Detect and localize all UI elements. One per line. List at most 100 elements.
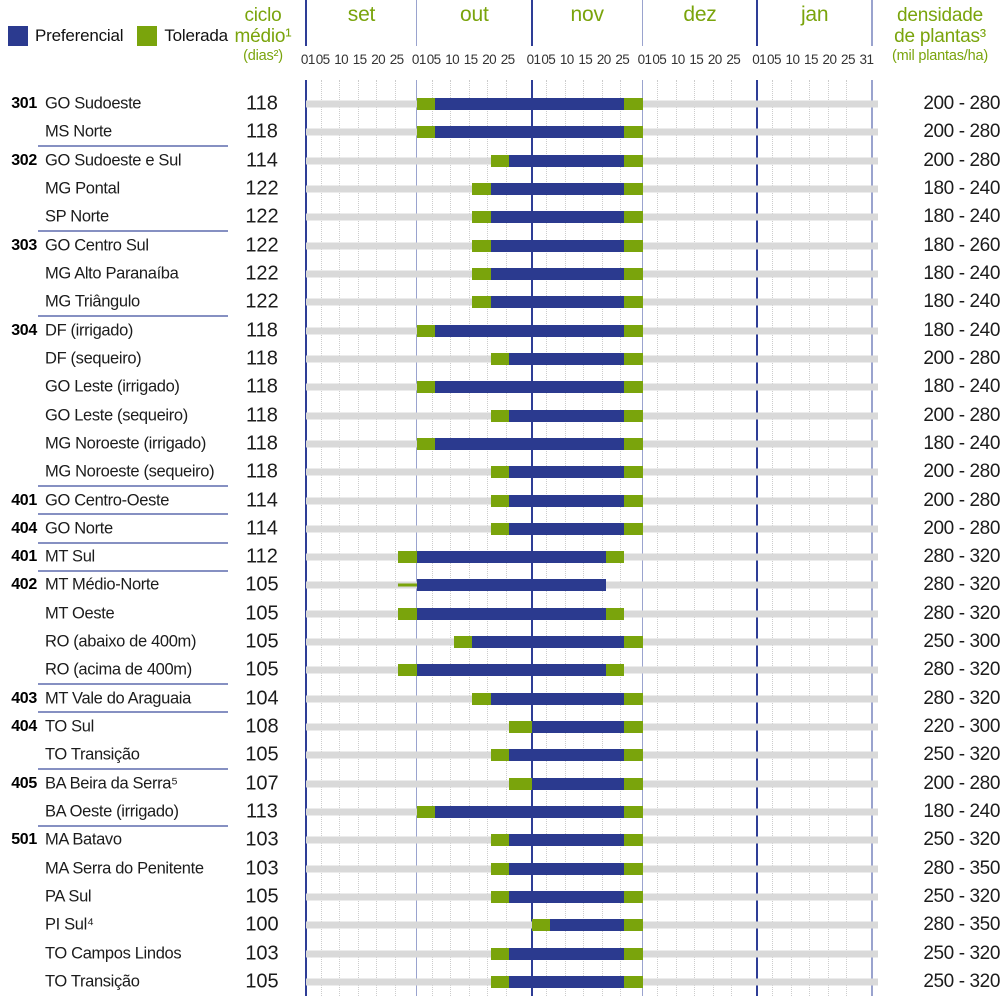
- planting-window-cell: [306, 600, 878, 628]
- densidade-value: 180 - 240: [923, 291, 1000, 313]
- table-row: MS Norte 118 200 - 280: [0, 118, 1000, 146]
- preferencial-segment: [531, 777, 625, 790]
- table-row: MG Triângulo 122 180 - 240: [0, 288, 1000, 316]
- day-gridline: [731, 80, 733, 996]
- tolerada-start-segment: [416, 126, 436, 139]
- planting-window-cell: [306, 345, 878, 373]
- planting-window-cell: [306, 430, 878, 458]
- tolerada-end-segment: [624, 211, 643, 224]
- preferencial-segment: [416, 551, 606, 564]
- table-row: MG Noroeste (irrigado) 118 180 - 240: [0, 430, 1000, 458]
- preferencial-segment: [550, 919, 625, 932]
- tolerada-start-segment: [472, 183, 491, 196]
- densidade-value: 250 - 320: [923, 942, 1000, 964]
- preferencial-segment: [531, 721, 625, 734]
- table-row: 404 TO Sul 108 220 - 300: [0, 713, 1000, 741]
- preferencial-segment: [509, 975, 625, 988]
- tolerada-start-segment: [490, 494, 510, 507]
- planting-window-cell: [306, 232, 878, 260]
- region-code: 404: [11, 519, 37, 537]
- ciclo-medio-value: 100: [245, 913, 279, 936]
- planting-window-cell: [306, 713, 878, 741]
- tolerada-start-segment: [416, 98, 436, 111]
- preferencial-segment: [509, 154, 625, 167]
- ciclo-medio-value: 114: [246, 149, 278, 172]
- table-row: 405 BA Beira da Serra⁵ 107 200 - 280: [0, 770, 1000, 798]
- day-tick-label: 15: [578, 52, 593, 67]
- region-name: BA Oeste (irrigado): [45, 802, 179, 821]
- ciclo-medio-value: 118: [246, 120, 278, 143]
- tolerada-start-segment: [416, 805, 436, 818]
- tolerada-start-segment: [490, 154, 510, 167]
- month-label-nov: nov: [570, 3, 604, 26]
- region-name: MG Noroeste (sequeiro): [45, 462, 215, 481]
- preferencial-segment: [490, 211, 625, 224]
- ciclo-medio-value: 104: [245, 687, 279, 710]
- tolerada-swatch-icon: [137, 26, 158, 46]
- region-name: MT Oeste: [45, 604, 115, 623]
- densidade-value: 200 - 280: [923, 489, 1000, 511]
- preferencial-segment: [435, 126, 625, 139]
- ciclo-medio-value: 122: [245, 262, 279, 285]
- planting-window-cell: [306, 854, 878, 882]
- day-gridline: [320, 80, 322, 996]
- region-name: MA Batavo: [45, 830, 122, 849]
- table-row: PA Sul 105 250 - 320: [0, 883, 1000, 911]
- planting-window-cell: [306, 770, 878, 798]
- preferencial-segment: [435, 437, 625, 450]
- month-boundary-line: [530, 80, 533, 996]
- tolerada-end-segment: [624, 805, 643, 818]
- preferencial-segment: [490, 296, 625, 309]
- densidade-value: 280 - 320: [923, 687, 1000, 709]
- tolerada-start-segment: [472, 211, 491, 224]
- densidade-value: 200 - 280: [923, 121, 1000, 143]
- ciclo-medio-value: 105: [245, 885, 279, 908]
- tolerada-start-segment: [490, 947, 510, 960]
- planting-window-cell: [306, 118, 878, 146]
- day-tick-label: 25: [389, 52, 404, 67]
- tolerada-start-segment: [531, 919, 551, 932]
- day-tick-label: 10: [559, 52, 574, 67]
- table-row: 401 MT Sul 112 280 - 320: [0, 543, 1000, 571]
- densidade-value: 200 - 280: [923, 772, 1000, 794]
- group-separator-line: [38, 513, 228, 516]
- densidade-value: 250 - 320: [923, 885, 1000, 907]
- planting-window-cell: [306, 288, 878, 316]
- densidade-value: 250 - 300: [923, 631, 1000, 653]
- ciclo-medio-value: 105: [245, 630, 279, 653]
- month-boundary-line: [305, 80, 307, 996]
- day-axis: 01 05 10 15 20 25 01 05 10 15 20 25 01 05 10 15 20 25 01 05…: [301, 52, 874, 69]
- planting-window-cell: [306, 741, 878, 769]
- region-code: 402: [11, 576, 37, 594]
- tolerada-start-segment: [490, 466, 510, 479]
- tolerada-end-segment: [624, 692, 643, 705]
- planting-window-cell: [306, 968, 878, 996]
- region-name: GO Centro-Oeste: [45, 491, 170, 510]
- densidade-value: 180 - 240: [923, 432, 1000, 454]
- region-code: 303: [11, 236, 37, 254]
- region-code: 401: [11, 491, 37, 509]
- densidade-value: 200 - 280: [923, 517, 1000, 539]
- region-name: MS Norte: [45, 122, 112, 141]
- region-name: MT Médio-Norte: [45, 575, 159, 594]
- table-row: RO (acima de 400m) 105 280 - 320: [0, 656, 1000, 684]
- planting-window-cell: [306, 685, 878, 713]
- region-name: MT Vale do Araguaia: [45, 689, 191, 708]
- table-row: 303 GO Centro Sul 122 180 - 260: [0, 232, 1000, 260]
- densidade-value: 280 - 350: [923, 857, 1000, 879]
- region-code: 404: [11, 718, 37, 736]
- month-boundary-line: [305, 0, 307, 46]
- group-separator-line: [38, 569, 228, 572]
- tolerada-end-segment: [624, 522, 643, 535]
- day-gridline: [546, 80, 548, 996]
- month-label-jan: jan: [800, 3, 829, 26]
- planting-window-cell: [306, 458, 878, 486]
- planting-window-cell: [306, 883, 878, 911]
- ciclo-medio-value: 118: [246, 432, 278, 455]
- day-tick-label: 01: [526, 52, 541, 67]
- ciclo-medio-value: 114: [246, 517, 278, 540]
- day-tick-label: 05: [652, 52, 667, 67]
- tolerada-end-segment: [605, 664, 625, 677]
- tolerada-start-segment: [490, 749, 510, 762]
